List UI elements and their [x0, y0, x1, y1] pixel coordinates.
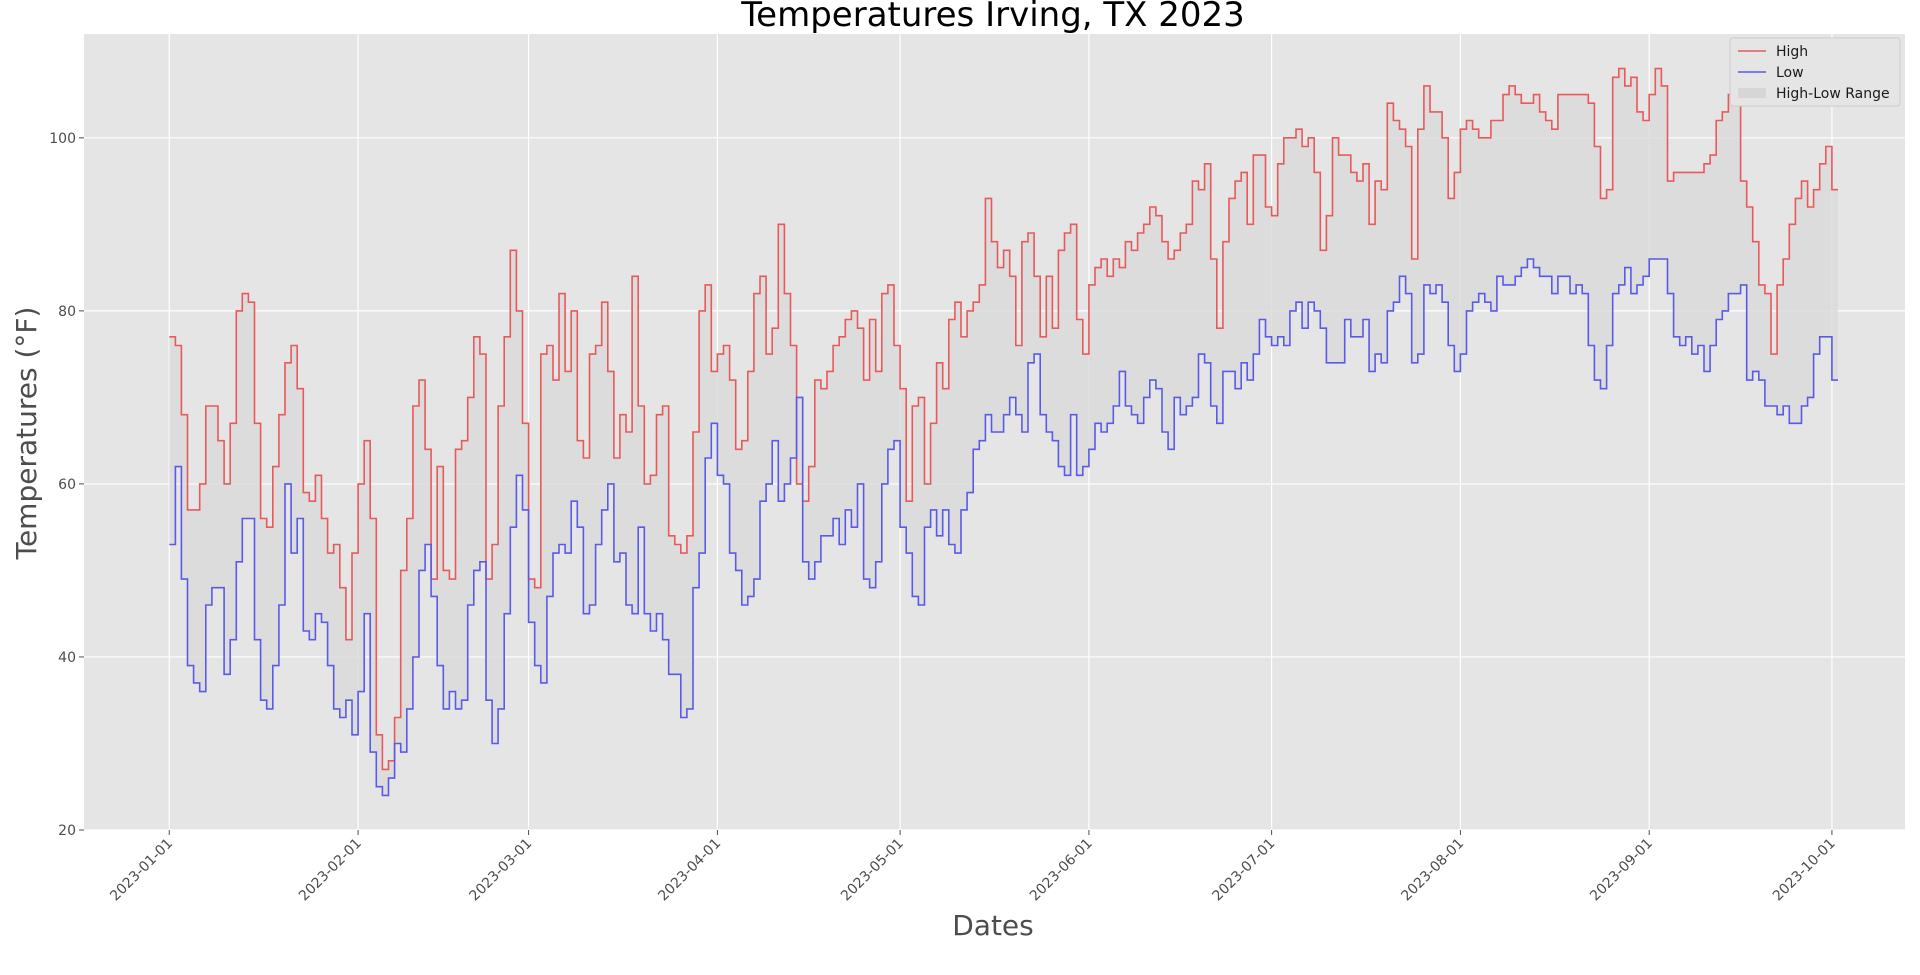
legend-range-label: High-Low Range [1776, 86, 1890, 102]
x-tick-label: 2023-09-01 [1587, 836, 1656, 905]
x-tick-label: 2023-03-01 [467, 836, 536, 905]
x-tick-label: 2023-04-01 [655, 836, 724, 905]
legend: High Low High-Low Range [1729, 37, 1901, 107]
legend-range-swatch [1738, 88, 1766, 98]
y-tick-label: 100 [49, 131, 76, 147]
x-axis-ticks: 2023-01-01 2023-02-01 2023-03-01 2023-04-01… [107, 830, 1839, 904]
x-tick-label: 2023-10-01 [1770, 836, 1839, 905]
y-axis-label: Temperatures (°F) [10, 307, 43, 561]
legend-high-label: High [1776, 44, 1808, 60]
x-tick-label: 2023-02-01 [296, 836, 365, 905]
y-tick-label: 80 [58, 304, 76, 320]
chart-title: Temperatures Irving, TX 2023 [740, 0, 1245, 35]
y-axis-ticks: 20 40 60 80 100 [49, 131, 84, 839]
x-tick-label: 2023-07-01 [1210, 836, 1279, 905]
high-series-line [169, 67, 1838, 771]
y-tick-label: 40 [58, 650, 76, 666]
x-tick-label: 2023-05-01 [838, 836, 907, 905]
low-series-line [169, 258, 1838, 797]
x-tick-label: 2023-08-01 [1398, 836, 1467, 905]
legend-box [1729, 37, 1901, 107]
x-tick-label: 2023-01-01 [107, 836, 176, 905]
x-tick-label: 2023-06-01 [1027, 836, 1096, 905]
legend-low-label: Low [1776, 65, 1804, 81]
y-tick-label: 20 [58, 823, 76, 839]
x-axis-label: Dates [952, 909, 1034, 942]
y-tick-label: 60 [58, 477, 76, 493]
